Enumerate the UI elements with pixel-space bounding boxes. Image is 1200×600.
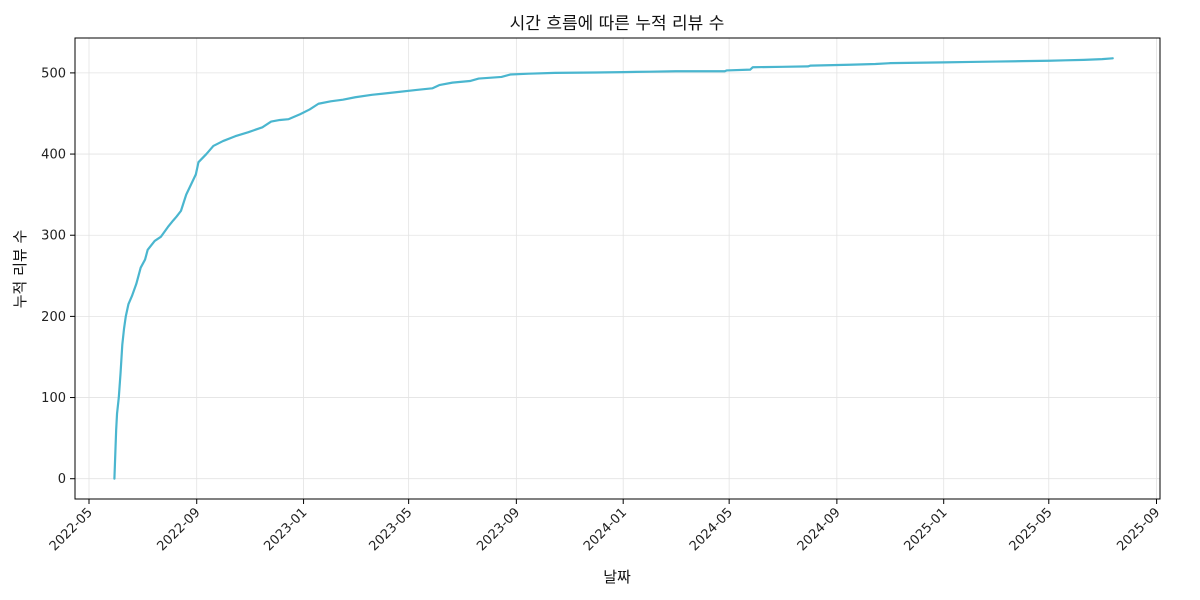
chart-title: 시간 흐름에 따른 누적 리뷰 수: [510, 14, 725, 34]
y-tick-label: 300: [41, 229, 66, 244]
line-layer: [113, 57, 1114, 480]
x-tick-label: 2024-09: [795, 505, 844, 554]
grid-layer: [75, 38, 1160, 499]
y-tick-label: 500: [41, 66, 66, 81]
x-tick-label: 2024-05: [687, 505, 736, 554]
x-tick-label: 2023-05: [366, 505, 415, 554]
y-tick-label: 0: [58, 472, 66, 487]
x-tick-label: 2022-09: [155, 505, 204, 554]
y-tick-label: 200: [41, 310, 66, 325]
x-tick-label: 2025-05: [1007, 505, 1056, 554]
y-tick-label: 400: [41, 148, 66, 163]
x-tick-label: 2025-01: [902, 505, 951, 554]
x-tick-label: 2024-01: [581, 505, 630, 554]
x-axis-title: 날짜: [603, 568, 631, 586]
series-line-0: [113, 57, 1114, 480]
plot-frame: [74, 37, 1161, 500]
y-tick-label: 100: [41, 391, 66, 406]
y-axis-title: 누적 리뷰 수: [11, 230, 29, 309]
tick-layer: 2022-05 2022-09 2023-01 2023-05 2023-09 2024-…: [41, 66, 1163, 554]
x-tick-label: 2023-01: [261, 505, 310, 554]
x-tick-label: 2025-09: [1114, 505, 1163, 554]
x-tick-label: 2022-05: [47, 505, 96, 554]
x-tick-label: 2023-09: [474, 505, 523, 554]
